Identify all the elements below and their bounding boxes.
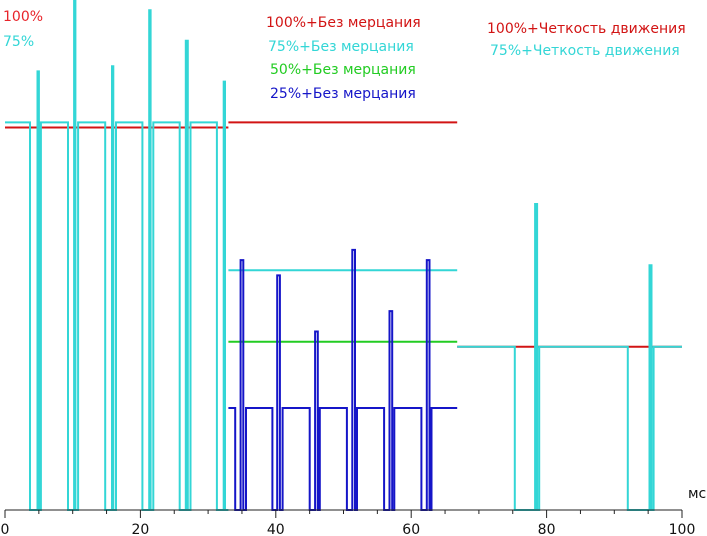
x-unit-label: мс xyxy=(688,486,706,502)
x-tick-label: 20 xyxy=(131,522,149,536)
legend-75-no-flicker: 75%+Без мерцания xyxy=(268,39,414,55)
x-ticks: 0 20 40 60 80 100 xyxy=(1,510,696,536)
legend-100: 100% xyxy=(3,9,43,25)
series-line-8 xyxy=(457,203,682,511)
x-tick-label: 60 xyxy=(402,522,420,536)
legend-75: 75% xyxy=(3,34,34,50)
x-tick-label: 100 xyxy=(669,522,696,536)
series-line-2 xyxy=(5,0,229,511)
series-line-6 xyxy=(228,248,458,511)
legend-100-no-flicker: 100%+Без мерцания xyxy=(266,15,421,31)
legend-25-no-flicker: 25%+Без мерцания xyxy=(270,86,416,102)
legend-100-motion-clarity: 100%+Четкость движения xyxy=(487,21,686,37)
x-tick-label: 80 xyxy=(538,522,556,536)
legend-75-motion-clarity: 75%+Четкость движения xyxy=(490,43,680,59)
legend-50-no-flicker: 50%+Без мерцания xyxy=(270,62,416,78)
x-tick-label: 0 xyxy=(1,522,10,536)
x-tick-label: 40 xyxy=(267,522,285,536)
